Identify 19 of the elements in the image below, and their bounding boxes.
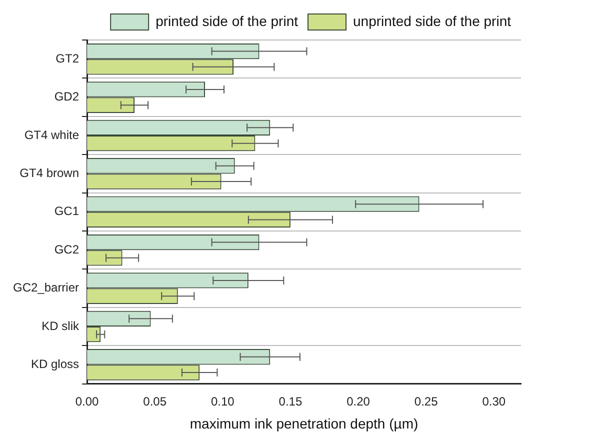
x-tick-label: 0.15 (278, 394, 302, 408)
y-tick-label: KD gloss (30, 357, 80, 372)
y-tick-label: GT4 brown (20, 166, 80, 180)
y-tick-label: KD slik (42, 318, 80, 333)
y-tick-label: GT4 white (24, 128, 80, 142)
x-tick-label: 0.25 (414, 394, 438, 408)
legend-label: printed side of the print (156, 12, 298, 29)
y-tick-label: GT2 (56, 51, 80, 66)
y-tick-label: GC2 (54, 242, 80, 256)
y-tick-label: GC2_barrier (12, 280, 80, 295)
x-tick-label: 0.00 (75, 394, 100, 408)
x-tick-label: 0.30 (482, 394, 506, 408)
x-tick-label: 0.10 (210, 394, 235, 408)
y-tick-label: GD2 (54, 90, 80, 104)
y-tick-label: GC1 (54, 204, 80, 218)
x-tick-label: 0.05 (143, 394, 167, 408)
legend-label: unprinted side of the print (353, 12, 512, 29)
x-axis-title: maximum ink penetration depth (µm) (190, 415, 418, 432)
x-tick-label: 0.20 (346, 394, 370, 408)
